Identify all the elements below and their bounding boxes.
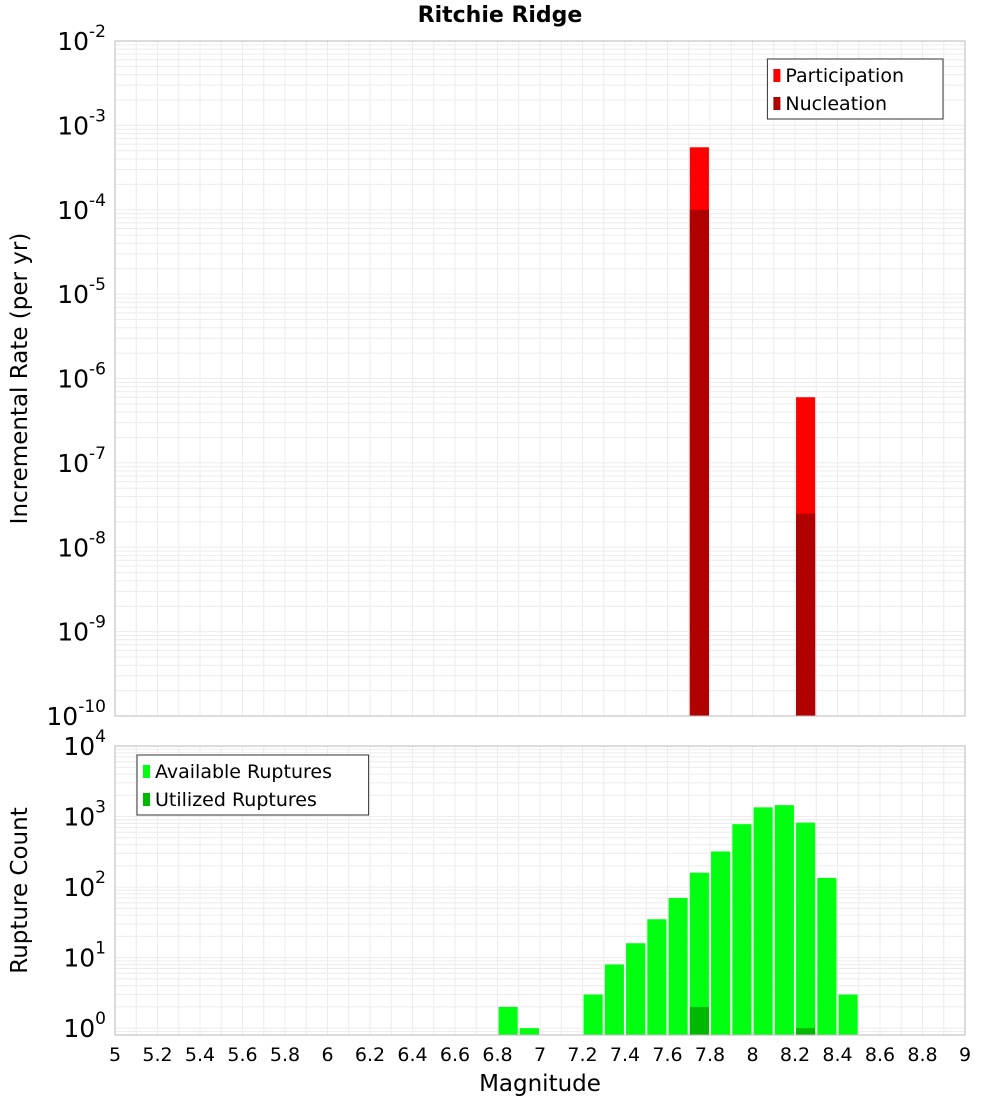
count-bar-utilized-ruptures bbox=[689, 1006, 709, 1035]
y-tick-label: 10-10 bbox=[46, 697, 106, 731]
bottom-bars bbox=[498, 805, 858, 1035]
x-tick-label: 5.4 bbox=[185, 1044, 215, 1066]
x-tick-label: 7.8 bbox=[695, 1044, 725, 1066]
top-legend: Participation Nucleation bbox=[766, 58, 944, 120]
y-tick-label: 10-7 bbox=[57, 444, 106, 478]
x-tick-label: 5 bbox=[109, 1044, 121, 1066]
x-tick-label: 5.6 bbox=[227, 1044, 257, 1066]
top-bars bbox=[689, 147, 816, 717]
count-bar-available-ruptures bbox=[732, 824, 752, 1035]
legend-label: Participation bbox=[785, 65, 904, 87]
y-tick-label: 10-3 bbox=[57, 106, 106, 140]
legend-swatch bbox=[773, 97, 781, 110]
x-tick-label: 9 bbox=[959, 1044, 971, 1066]
x-tick-label: 5.8 bbox=[270, 1044, 300, 1066]
legend-swatch bbox=[143, 765, 150, 778]
count-bar-available-ruptures bbox=[838, 994, 858, 1035]
count-bar-available-ruptures bbox=[796, 822, 816, 1035]
y-tick-label: 10-9 bbox=[57, 613, 106, 647]
y-tick-label: 10-4 bbox=[57, 191, 106, 225]
y-tick-label: 10-8 bbox=[57, 528, 106, 562]
count-bar-available-ruptures bbox=[626, 943, 646, 1035]
legend-swatch bbox=[773, 69, 781, 82]
y-tick-label: 102 bbox=[63, 868, 106, 902]
y-tick-label: 104 bbox=[63, 727, 106, 761]
x-tick-label: 8.8 bbox=[907, 1044, 937, 1066]
x-tick-label: 7.6 bbox=[652, 1044, 682, 1066]
y-tick-label: 10-6 bbox=[57, 360, 106, 394]
top-y-axis-label: Incremental Rate (per yr) bbox=[7, 233, 33, 525]
y-tick-label: 10-2 bbox=[57, 22, 106, 56]
legend-swatch bbox=[143, 793, 150, 806]
legend-box bbox=[136, 754, 370, 816]
count-bar-available-ruptures bbox=[498, 1006, 518, 1035]
count-bar-available-ruptures bbox=[817, 877, 837, 1035]
legend-label: Nucleation bbox=[785, 93, 887, 115]
x-tick-label: 7 bbox=[534, 1044, 546, 1066]
legend-label: Utilized Ruptures bbox=[155, 789, 317, 811]
top-y-tick-labels: 10-10 10-9 10-8 10-7 10-6 10-5 10-4 10-3 10-2 bbox=[46, 22, 106, 731]
legend-box bbox=[766, 58, 944, 120]
x-tick-label: 8.2 bbox=[780, 1044, 810, 1066]
legend-label: Available Ruptures bbox=[155, 761, 332, 783]
top-grid bbox=[114, 40, 966, 717]
x-axis-label: Magnitude bbox=[479, 1071, 601, 1097]
bottom-y-tick-labels: 100 101 102 103 104 bbox=[63, 727, 106, 1043]
x-tick-label: 6.4 bbox=[397, 1044, 427, 1066]
count-bar-available-ruptures bbox=[774, 805, 794, 1035]
chart-title: Ritchie Ridge bbox=[418, 3, 583, 28]
count-bar-available-ruptures bbox=[753, 807, 773, 1035]
count-bar-available-ruptures bbox=[519, 1028, 539, 1035]
x-tick-label: 6.6 bbox=[440, 1044, 470, 1066]
count-bar-available-ruptures bbox=[583, 994, 603, 1035]
count-bar-utilized-ruptures bbox=[796, 1028, 816, 1035]
x-tick-label: 8 bbox=[746, 1044, 758, 1066]
x-tick-label: 6.2 bbox=[355, 1044, 385, 1066]
x-tick-label: 8.4 bbox=[822, 1044, 852, 1066]
count-bar-available-ruptures bbox=[668, 898, 688, 1035]
y-tick-label: 101 bbox=[63, 939, 106, 973]
x-tick-label: 6.8 bbox=[482, 1044, 512, 1066]
count-bar-available-ruptures bbox=[604, 964, 624, 1035]
x-tick-label: 7.2 bbox=[567, 1044, 597, 1066]
y-tick-label: 103 bbox=[63, 798, 106, 832]
count-bar-available-ruptures bbox=[647, 919, 667, 1035]
bottom-plot-frame bbox=[114, 745, 966, 1036]
y-tick-label: 10-5 bbox=[57, 275, 106, 309]
y-tick-label: 100 bbox=[63, 1009, 106, 1043]
x-tick-label: 8.6 bbox=[865, 1044, 895, 1066]
bottom-legend: Available Ruptures Utilized Ruptures bbox=[136, 754, 370, 816]
x-tick-label: 6 bbox=[321, 1044, 333, 1066]
bottom-y-axis-label: Rupture Count bbox=[7, 807, 33, 973]
x-tick-labels: 5 5.2 5.4 5.6 5.8 6 6.2 6.4 6.6 6.8 7 7.2 7.4 7.6 7.8 8… bbox=[109, 1044, 971, 1066]
rate-bar-nucleation bbox=[796, 513, 816, 716]
x-tick-label: 5.2 bbox=[142, 1044, 172, 1066]
rate-bar-nucleation bbox=[689, 209, 709, 716]
count-bar-available-ruptures bbox=[711, 851, 731, 1035]
count-bar-available-ruptures bbox=[689, 872, 709, 1035]
x-tick-label: 7.4 bbox=[610, 1044, 640, 1066]
top-plot-frame bbox=[114, 40, 966, 717]
